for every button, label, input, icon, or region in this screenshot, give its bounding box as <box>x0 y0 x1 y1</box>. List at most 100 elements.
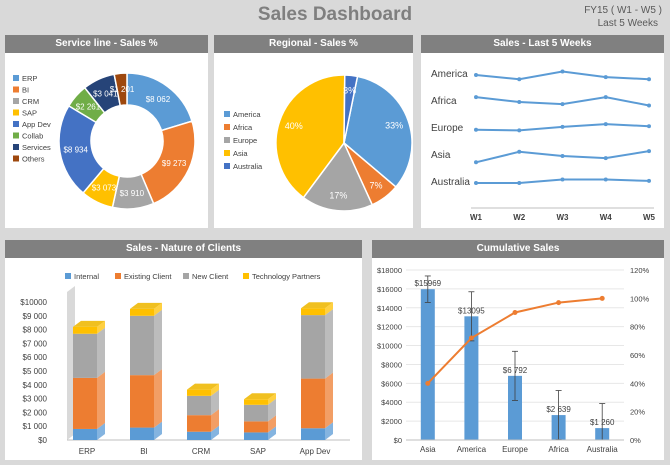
series-label-europe: Europe <box>431 123 464 134</box>
legend-swatch-bi <box>13 86 19 93</box>
legend-label-internal: Internal <box>74 272 99 281</box>
weekly-sales-panel: Sales - Last 5 Weeks America Africa Europe… <box>421 35 664 228</box>
point-australia-w4 <box>603 177 608 182</box>
period-label: FY15 ( W1 - W5 ) <box>584 5 662 16</box>
legend-label-erp: ERP <box>22 74 37 83</box>
bar-top-bi <box>130 302 162 309</box>
y-tick-9-000: $9 000 <box>23 312 48 321</box>
slice-others <box>113 72 128 107</box>
bar-erp-existing-client <box>73 377 97 429</box>
service-line-title: Service line - Sales % <box>5 35 208 53</box>
x-tick-africa: Africa <box>548 445 569 454</box>
y2-tick-20: 20% <box>630 408 645 417</box>
data-label-asia: $15969 <box>414 279 441 288</box>
x-tick-app-dev: App Dev <box>300 447 331 456</box>
point-asia-w5 <box>647 149 651 154</box>
slice-label-crm: $3 910 <box>120 189 145 198</box>
slice-label-sap: $3 073 <box>92 184 117 193</box>
y-tick-2-000: $2 000 <box>23 408 48 417</box>
bar-side-sap-new-client <box>268 398 276 422</box>
client-nature-title: Sales - Nature of Clients <box>5 240 362 258</box>
x-tick-erp: ERP <box>79 447 95 456</box>
series-label-asia: Asia <box>431 150 451 161</box>
y-tick-6000: $6000 <box>381 379 402 388</box>
bar-top-erp <box>73 320 105 327</box>
bar-sap-technology-partners <box>244 399 268 405</box>
y-tick-10000: $10000 <box>377 342 402 351</box>
bar-bi-technology-partners <box>130 308 154 316</box>
bar-america <box>464 316 479 440</box>
weekly-sales-chart: America Africa Europe Asia Australia W1 W2 W3 W4… <box>431 69 656 222</box>
x-tick-america: America <box>457 445 487 454</box>
cumulative-chart: $0 $2000 $4000 $6000 $8000 $10000 $12000 $14000… <box>377 266 650 454</box>
legend-label-australia: Australia <box>233 162 263 171</box>
regional-panel: Regional - Sales % 33% 7% 17% 40% 3% America A… <box>214 35 413 228</box>
legend-swatch-australia <box>224 163 230 169</box>
point-africa-w1 <box>474 95 478 100</box>
y2-tick-0: 0% <box>630 436 641 445</box>
bar-side-bi-internal <box>154 421 162 440</box>
legend-swatch-africa <box>224 124 230 130</box>
regional-chart: 33% 7% 17% 40% 3% America Africa Europe Asia Aust… <box>224 74 413 212</box>
bar-side-bi-technology-partners <box>154 302 162 316</box>
point-america-w1 <box>474 73 478 77</box>
legend-label-bi: BI <box>22 86 29 95</box>
legend-label-collab: Collab <box>22 132 43 141</box>
slice-europe <box>302 141 374 212</box>
cumulative-point-africa <box>556 300 562 306</box>
y-tick-1-000: $1 000 <box>23 422 48 431</box>
bar-sap-existing-client <box>244 421 268 433</box>
x-tick-bi: BI <box>140 447 148 456</box>
series-label-america: America <box>431 69 468 80</box>
bar-side-erp-new-client <box>97 327 105 378</box>
x-tick-europe: Europe <box>502 445 528 454</box>
bar-side-crm-technology-partners <box>211 383 219 396</box>
y-tick-10000: $10000 <box>20 298 47 307</box>
legend-swatch-technology-partners <box>243 273 249 279</box>
point-europe-w3 <box>560 124 565 129</box>
legend-label-technology-partners: Technology Partners <box>252 272 321 281</box>
y2-tick-40: 40% <box>630 379 645 388</box>
y-tick-5-000: $5 000 <box>23 367 48 376</box>
data-label-america: $13095 <box>458 306 485 315</box>
point-america-w5 <box>647 77 651 82</box>
x-tick-w2: W2 <box>513 213 526 222</box>
bar-crm-internal <box>187 431 211 440</box>
client-nature-chart: Internal Existing Client New Client Technol… <box>20 272 350 456</box>
bar-side-app-dev-internal <box>325 422 333 440</box>
data-label-africa: $2 639 <box>546 405 571 414</box>
y-tick-0: $0 <box>394 436 402 445</box>
y-tick-8000: $8000 <box>381 360 402 369</box>
y-tick-14000: $14000 <box>377 304 402 313</box>
bar-side-bi-existing-client <box>154 369 162 428</box>
point-asia-w2 <box>517 149 522 154</box>
point-america-w4 <box>603 75 608 80</box>
bar-side-erp-technology-partners <box>97 320 105 334</box>
bar-top-app-dev <box>301 302 333 309</box>
legend-swatch-app-dev <box>13 121 19 127</box>
bar-side-sap-existing-client <box>268 415 276 433</box>
point-asia-w4 <box>603 156 608 161</box>
bar-asia <box>420 289 435 440</box>
bar-side-crm-existing-client <box>211 409 219 432</box>
point-europe-w1 <box>474 127 478 132</box>
x-tick-asia: Asia <box>420 445 436 454</box>
legend-label-crm: CRM <box>22 97 39 106</box>
y-tick-7-000: $7 000 <box>23 339 48 348</box>
bar-side-erp-existing-client <box>97 371 105 429</box>
bar-side-crm-internal <box>211 425 219 440</box>
regional-title: Regional - Sales % <box>214 35 413 53</box>
legend-swatch-internal <box>65 273 71 279</box>
legend-label-existing-client: Existing Client <box>124 272 172 281</box>
cumulative-point-asia <box>425 380 431 386</box>
slice-label-asia: 40% <box>285 121 303 131</box>
slice-label-america: 33% <box>385 121 403 131</box>
cumulative-title: Cumulative Sales <box>372 240 664 258</box>
legend-swatch-services <box>13 144 19 150</box>
legend-swatch-europe <box>224 137 230 143</box>
legend-swatch-others <box>13 155 19 162</box>
y2-tick-120: 120% <box>630 266 650 275</box>
bar-side-sap-technology-partners <box>268 393 276 405</box>
x-tick-w3: W3 <box>557 213 570 222</box>
y2-tick-80: 80% <box>630 323 645 332</box>
